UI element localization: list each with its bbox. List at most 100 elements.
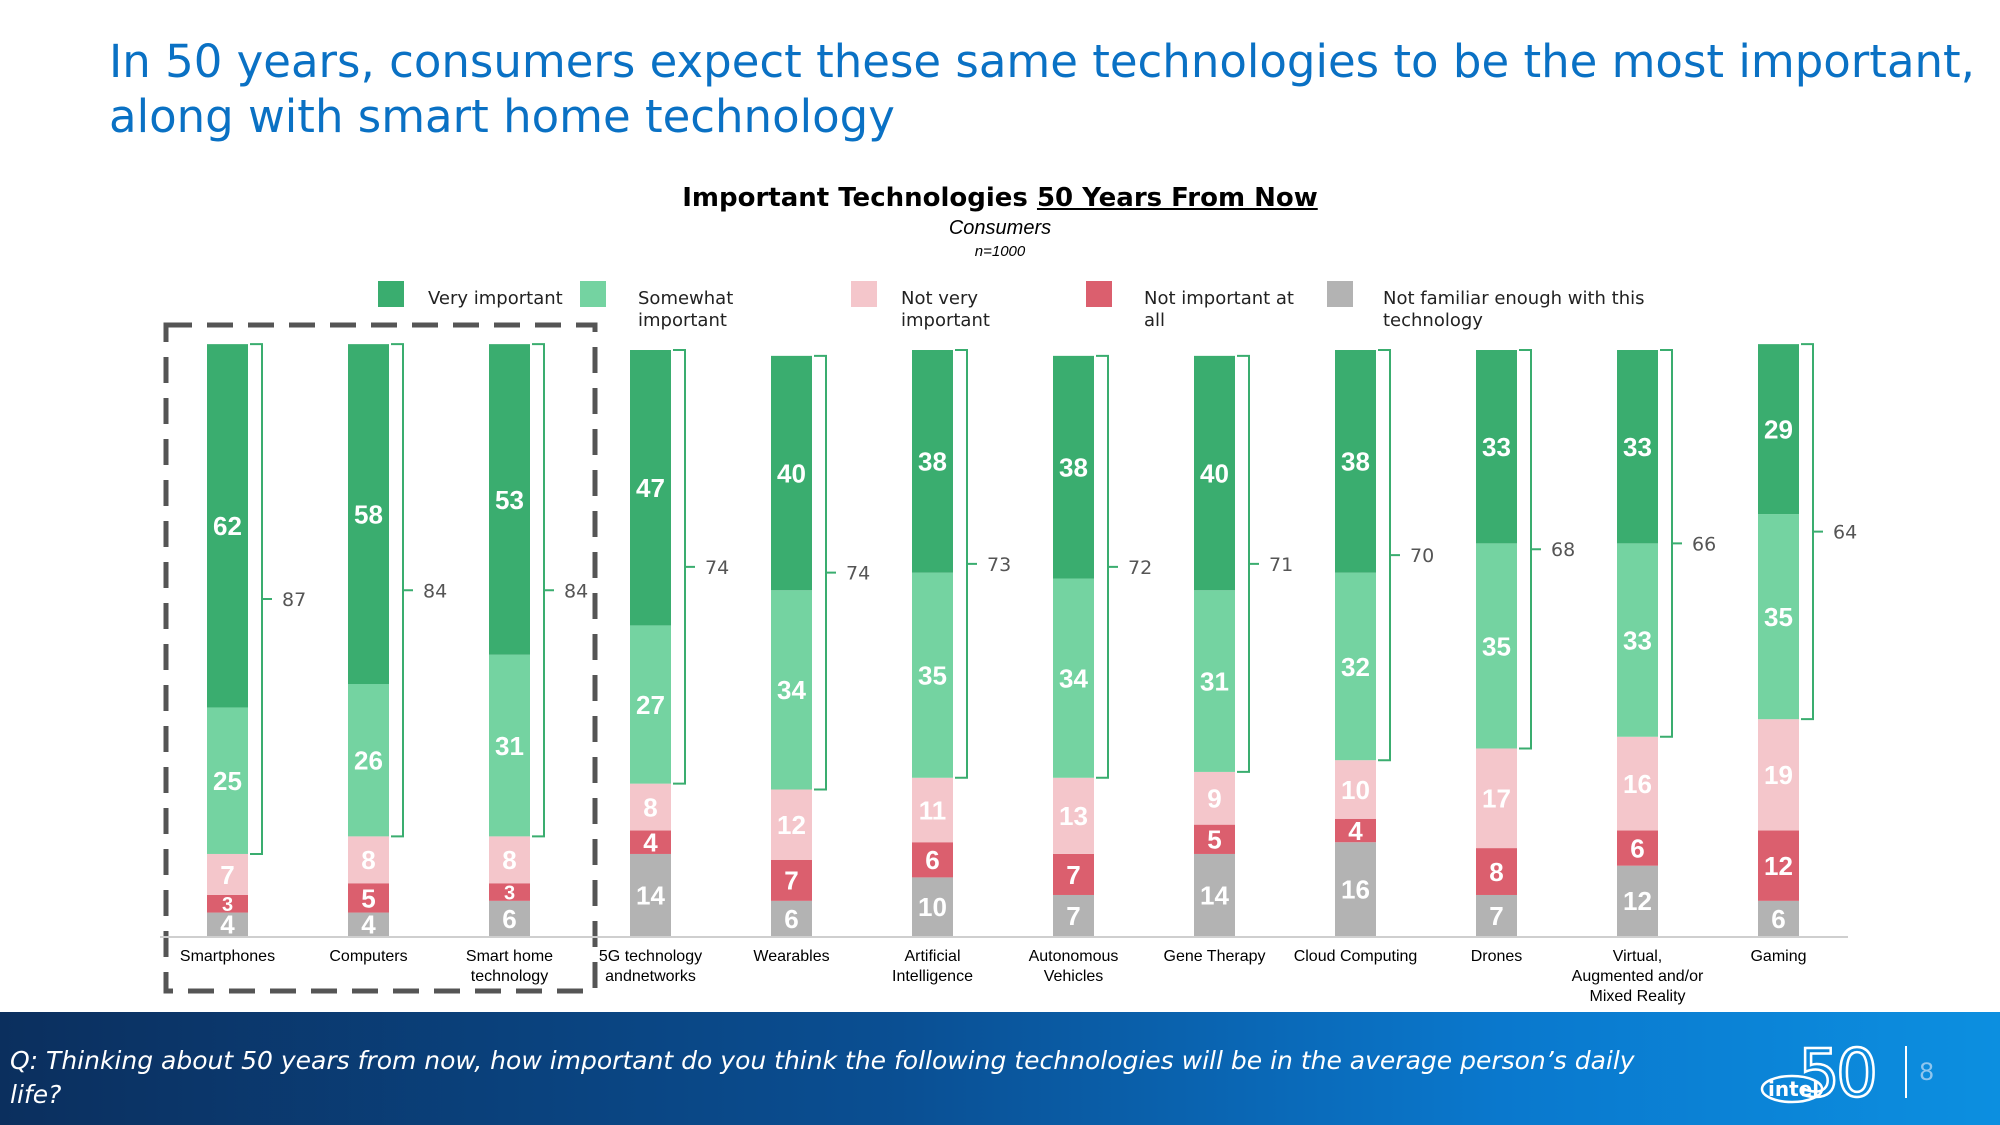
total-label-8: 70: [1410, 545, 1434, 567]
category-label-9-0: Drones: [1471, 948, 1523, 965]
bar-value-0-2: 7: [220, 860, 234, 890]
bar-value-7-3: 31: [1200, 666, 1229, 696]
bar-segment-1-1: [348, 883, 389, 913]
bar-segment-6-2: [1053, 777, 1094, 854]
footer-bar: [0, 1012, 2000, 1125]
total-bracket-9: [1519, 349, 1541, 750]
chart-title-main: Important Technologies: [682, 183, 1028, 213]
category-label-10-0: Virtual,: [1613, 948, 1663, 965]
bar-value-9-3: 35: [1482, 631, 1511, 661]
bar-value-2-3: 31: [495, 731, 524, 761]
category-label-5-1: Intelligence: [892, 968, 973, 985]
bar-segment-3-1: [630, 830, 671, 854]
bar-value-2-1: 3: [504, 882, 515, 904]
bar-value-4-4: 40: [777, 458, 806, 488]
category-label-2-1: technology: [471, 968, 548, 985]
bar-value-3-0: 14: [636, 880, 665, 910]
bar-segment-10-4: [1617, 350, 1658, 544]
bar-segment-6-3: [1053, 578, 1094, 778]
chart-title: Important Technologies 50 Years From Now: [0, 183, 2000, 213]
bar-value-10-2: 16: [1623, 769, 1652, 799]
bar-value-6-0: 7: [1066, 901, 1080, 931]
bar-value-6-4: 38: [1059, 453, 1088, 483]
total-bracket-4: [814, 354, 836, 791]
bar-segment-4-4: [771, 355, 812, 591]
total-label-9: 68: [1551, 539, 1575, 561]
total-bracket-6: [1096, 354, 1118, 779]
bar-value-5-3: 35: [918, 661, 947, 691]
bar-segment-11-3: [1758, 514, 1799, 720]
legend-label-0-0: Very important: [428, 288, 563, 309]
bar-segment-2-4: [489, 344, 530, 655]
bar-value-1-0: 4: [361, 910, 376, 940]
total-bracket-3: [673, 349, 695, 785]
bar-segment-11-4: [1758, 344, 1799, 515]
category-label-8-0: Cloud Computing: [1294, 948, 1418, 965]
category-label-0-0: Smartphones: [180, 948, 275, 965]
bar-segment-5-4: [912, 350, 953, 573]
bar-segment-10-1: [1617, 830, 1658, 866]
bar-segment-5-3: [912, 572, 953, 778]
logo-swoosh: [1760, 1074, 1824, 1104]
survey-question: Q: Thinking about 50 years from now, how…: [10, 1046, 1635, 1109]
total-bracket-5: [955, 349, 977, 779]
total-label-2: 84: [564, 580, 588, 602]
bar-segment-7-1: [1194, 824, 1235, 854]
bar-segment-3-2: [630, 783, 671, 831]
bar-segment-3-3: [630, 625, 671, 784]
total-label-0: 87: [282, 589, 306, 611]
bar-value-5-2: 11: [919, 795, 947, 825]
bar-value-7-2: 9: [1207, 784, 1221, 814]
bar-segment-5-0: [912, 877, 953, 936]
legend-swatch-3: [1086, 281, 1112, 307]
bar-segment-0-3: [207, 707, 248, 854]
bar-value-4-0: 6: [784, 904, 798, 934]
bar-value-0-0: 4: [220, 910, 235, 940]
total-label-7: 71: [1269, 554, 1293, 576]
legend-label-3-0: Not important at: [1144, 288, 1294, 309]
legend-swatch-1: [580, 281, 606, 307]
category-label-6-0: Autonomous: [1029, 948, 1119, 965]
bar-segment-0-0: [207, 912, 248, 936]
bar-segment-2-2: [489, 836, 530, 884]
category-label-7-0: Gene Therapy: [1164, 948, 1266, 965]
bar-value-8-0: 16: [1341, 874, 1370, 904]
bar-segment-1-4: [348, 344, 389, 685]
total-label-5: 73: [987, 554, 1011, 576]
bar-segment-4-1: [771, 859, 812, 901]
category-label-10-2: Mixed Reality: [1589, 988, 1685, 1005]
bar-value-5-0: 10: [918, 892, 947, 922]
total-label-11: 64: [1833, 522, 1857, 544]
bar-segment-0-2: [207, 853, 248, 895]
bar-segment-9-4: [1476, 350, 1517, 544]
bar-value-9-2: 17: [1482, 784, 1511, 814]
bar-segment-1-0: [348, 912, 389, 936]
bar-segment-9-1: [1476, 848, 1517, 895]
logo-text: intel: [1768, 1077, 1819, 1101]
bar-segment-4-2: [771, 789, 812, 860]
bar-segment-8-0: [1335, 842, 1376, 936]
bar-value-0-1: 3: [222, 894, 233, 916]
bar-value-1-3: 26: [354, 746, 383, 776]
bars-group: 4372562458265863831531448274767123440106…: [207, 344, 1799, 940]
bar-segment-11-2: [1758, 719, 1799, 831]
category-labels-group: Smartphones Computers Smart home technology…: [180, 948, 1807, 1005]
bar-value-9-1: 8: [1489, 857, 1503, 887]
bar-segment-1-3: [348, 684, 389, 837]
bar-segment-7-3: [1194, 590, 1235, 772]
bar-segment-10-2: [1617, 736, 1658, 831]
total-bracket-8: [1378, 349, 1400, 762]
chart-sample-size: n=1000: [974, 243, 1026, 260]
bar-value-7-1: 5: [1207, 825, 1221, 855]
bar-segment-2-0: [489, 900, 530, 936]
bar-segment-8-1: [1335, 818, 1376, 843]
bar-value-8-4: 38: [1341, 447, 1370, 477]
bar-value-10-1: 6: [1630, 833, 1644, 863]
bar-segment-8-4: [1335, 350, 1376, 573]
total-bracket-10: [1660, 349, 1682, 738]
total-label-6: 72: [1128, 557, 1152, 579]
chart-title-emphasis: 50 Years From Now: [1036, 183, 1318, 213]
bar-segment-10-0: [1617, 865, 1658, 936]
